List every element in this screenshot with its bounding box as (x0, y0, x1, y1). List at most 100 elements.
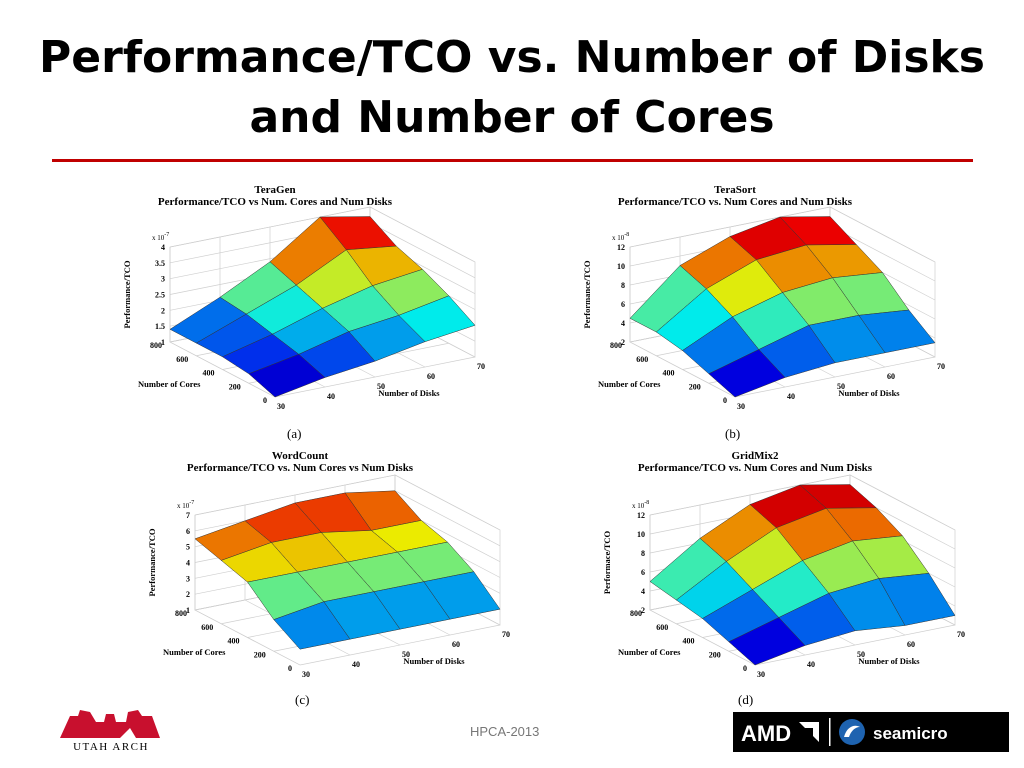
z-tick-label: 2 (621, 338, 625, 347)
z-tick-label: 10 (637, 530, 645, 539)
footer-conference: HPCA-2013 (470, 724, 540, 739)
x-tick-label: 70 (477, 362, 485, 371)
seamicro-wave-icon (839, 719, 865, 745)
y-tick-label: 600 (201, 623, 213, 632)
z-tick-label: 6 (186, 527, 190, 536)
z-tick-label: 2 (186, 590, 190, 599)
y-tick-label: 200 (254, 650, 266, 659)
y-axis-title: Number of Cores (618, 647, 681, 657)
y-tick-label: 400 (683, 637, 695, 646)
y-axis-title: Number of Cores (163, 647, 226, 657)
z-tick-label: 12 (637, 511, 645, 520)
y-tick-label: 800 (175, 609, 187, 618)
y-tick-label: 400 (228, 637, 240, 646)
z-tick-label: 4 (621, 319, 625, 328)
chart-panel-terasort: TeraSort Performance/TCO vs. Num Cores a… (535, 182, 945, 452)
surface-patch (708, 349, 786, 398)
z-tick-label: 8 (621, 281, 625, 290)
chart-subtitle: Performance/TCO vs. Num Cores vs Num Dis… (186, 462, 414, 474)
z-tick-label: 3 (186, 574, 190, 583)
x-tick-label: 30 (757, 670, 765, 679)
x-tick-label: 30 (277, 402, 285, 411)
x-tick-label: 30 (737, 402, 745, 411)
x-tick-label: 70 (957, 630, 965, 639)
y-axis-title: Number of Cores (138, 379, 201, 389)
x-tick-label: 40 (787, 392, 795, 401)
utah-arch-logo-text: UTAH ARCH (73, 741, 149, 753)
surface (629, 216, 936, 398)
x-tick-label: 40 (352, 660, 360, 669)
subfigure-label: (d) (738, 692, 754, 707)
amd-arrow-icon (799, 722, 819, 742)
x-tick-label: 60 (427, 372, 435, 381)
subfigure-label: (a) (287, 426, 302, 441)
z-tick-label: 2 (161, 306, 165, 315)
chart-title: TeraSort (714, 184, 756, 196)
x-tick-label: 50 (857, 650, 865, 659)
x-axis-title: Number of Disks (378, 388, 440, 398)
surface-patch (273, 601, 351, 650)
y-tick-label: 400 (203, 369, 215, 378)
title-divider (52, 159, 973, 162)
x-tick-label: 60 (452, 640, 460, 649)
surface-plot: 1 1.5 2 2.5 3 3.5 4x 10-7 Performance/TCO 0 200 40… (122, 206, 485, 411)
x-tick-label: 70 (502, 630, 510, 639)
x-tick-label: 50 (377, 382, 385, 391)
chart-panel-wordcount: WordCount Performance/TCO vs. Num Cores … (100, 450, 510, 720)
chart-subtitle: Performance/TCO vs Num. Cores and Num Di… (157, 196, 393, 208)
z-tick-label: 4 (186, 559, 190, 568)
y-tick-label: 800 (610, 341, 622, 350)
x-axis-title: Number of Disks (403, 656, 465, 666)
chart-subtitle: Performance/TCO vs. Num Cores and Num Di… (637, 462, 873, 474)
x-tick-label: 60 (907, 640, 915, 649)
x-axis-title: Number of Disks (858, 656, 920, 666)
z-tick-label: 1.5 (155, 322, 165, 331)
z-tick-label: 4 (161, 243, 165, 252)
z-axis-title: Performance/TCO (122, 260, 132, 328)
surface (169, 216, 476, 398)
chart-title: WordCount (271, 450, 329, 462)
y-tick-label: 400 (663, 369, 675, 378)
z-tick-label: 6 (621, 300, 625, 309)
y-tick-label: 600 (176, 355, 188, 364)
z-exponent-label: x 10-8 (632, 500, 649, 510)
y-tick-label: 600 (656, 623, 668, 632)
z-tick-label: 7 (186, 511, 190, 520)
chart-subtitle: Performance/TCO vs. Num Cores and Num Di… (617, 196, 853, 208)
z-tick-label: 5 (186, 543, 190, 552)
subfigure-label: (c) (295, 692, 310, 707)
z-tick-label: 10 (617, 262, 625, 271)
x-tick-label: 50 (402, 650, 410, 659)
chart-panel-teragen: TeraGen Performance/TCO vs Num. Cores an… (75, 182, 485, 452)
x-tick-label: 40 (807, 660, 815, 669)
z-axis-title: Performance/TCO (582, 260, 592, 328)
amd-wordmark: AMD (741, 721, 791, 746)
y-tick-label: 200 (229, 382, 241, 391)
z-tick-label: 2 (641, 606, 645, 615)
surface-plot: 2 4 6 8 10 12x 10-8 Performace/TCO 0 200 400 600 80… (602, 474, 965, 679)
surface-patch (728, 617, 806, 666)
x-tick-label: 60 (887, 372, 895, 381)
surface-plot: 1 2 3 4 5 6 7x 10-7 Performance/TCO 0 200 400 600 80… (147, 474, 510, 679)
subfigure-label: (b) (725, 426, 741, 441)
chart-panel-gridmix2: GridMix2 Performance/TCO vs. Num Cores a… (555, 450, 965, 720)
utah-arch-logo: UTAH ARCH (60, 710, 160, 753)
y-axis-title: Number of Cores (598, 379, 661, 389)
x-tick-label: 40 (327, 392, 335, 401)
x-tick-label: 50 (837, 382, 845, 391)
surface (649, 484, 956, 666)
slide-title: Performance/TCO vs. Number of Disks and … (39, 32, 985, 143)
surface-plot: 2 4 6 8 10 12x 10-8 Performance/TCO 0 200 400 600 8… (582, 206, 945, 411)
x-tick-label: 70 (937, 362, 945, 371)
z-tick-label: 6 (641, 568, 645, 577)
surface (194, 490, 501, 650)
x-tick-label: 30 (302, 670, 310, 679)
y-tick-label: 0 (288, 664, 292, 673)
y-tick-label: 800 (630, 609, 642, 618)
y-tick-label: 200 (709, 650, 721, 659)
surface-patch (248, 354, 326, 398)
z-tick-label: 3 (161, 275, 165, 284)
z-tick-label: 8 (641, 549, 645, 558)
z-tick-label: 4 (641, 587, 645, 596)
z-tick-label: 1 (161, 338, 165, 347)
